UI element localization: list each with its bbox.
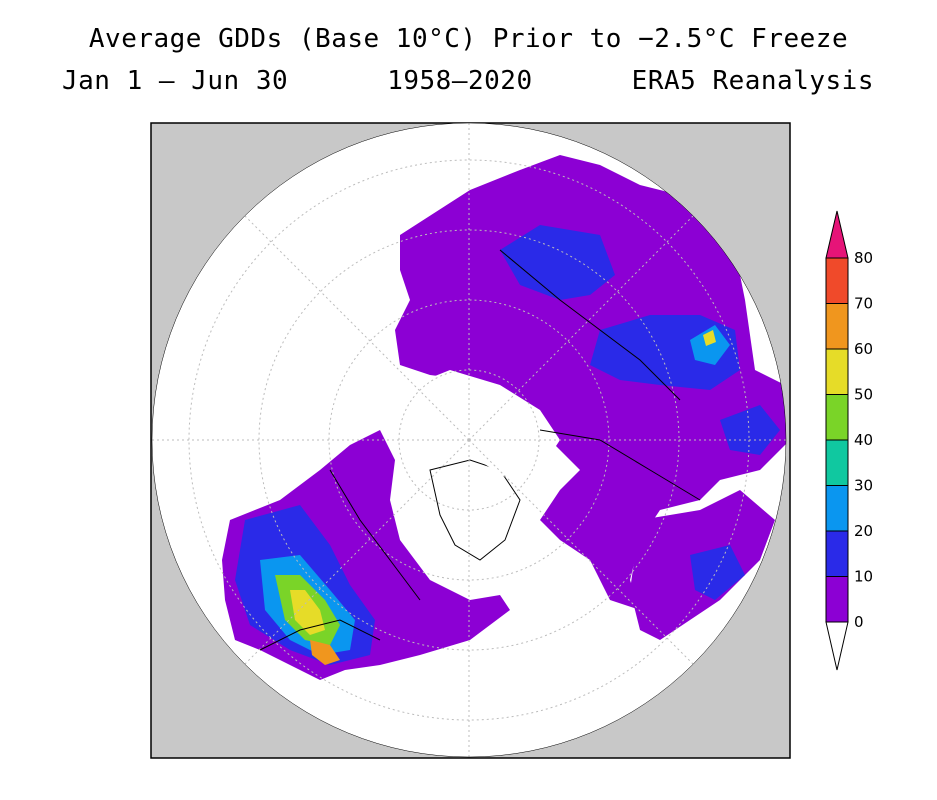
colorbar-swatch [825,485,849,532]
title-date-range: Jan 1 — Jun 30 [62,66,289,96]
map-title-line1: Average GDDs (Base 10°C) Prior to −2.5°C… [88,24,849,54]
colorbar-label: 60 [854,340,873,358]
colorbar-label: 70 [854,295,873,313]
colorbar-over-triangle [825,210,849,259]
colorbar-swatch [825,303,849,350]
colorbar-swatch [825,257,849,304]
graticule [152,123,786,757]
boundaries [259,249,701,651]
colorbar-label: 30 [854,477,873,495]
title-source: ERA5 Reanalysis [631,66,874,96]
colorbar-swatch [825,348,849,395]
na-orange-zone [310,640,340,665]
title-years: 1958—2020 [387,66,533,96]
africa-blue-zone [690,545,745,600]
colorbar-label: 40 [854,431,873,449]
eurasia-region [395,155,786,610]
china-yellow-spot [703,330,716,346]
na-yellow-zone [290,590,325,635]
india-blue-zone [720,405,780,455]
map-title-line2: Jan 1 — Jun 30 1958—2020 ERA5 Reanalysis [62,66,874,96]
colorbar-label: 10 [854,568,873,586]
siberia-blue-zone [500,225,615,300]
china-cyan-zone [690,325,730,365]
colorbar-label: 80 [854,249,873,267]
colorbar-under-triangle [825,621,849,671]
colorbar-label: 0 [854,613,864,631]
colorbar-label: 20 [854,522,873,540]
arctic-ocean [395,370,560,480]
colorbar-swatch [825,394,849,441]
greenland [429,459,521,561]
colorbar-label: 50 [854,386,873,404]
colorbar: 0 10 20 30 40 50 60 70 80 [825,210,873,671]
colorbar-swatch [825,576,849,623]
colorbar-swatch [825,439,849,486]
colorbar-swatch [825,530,849,577]
